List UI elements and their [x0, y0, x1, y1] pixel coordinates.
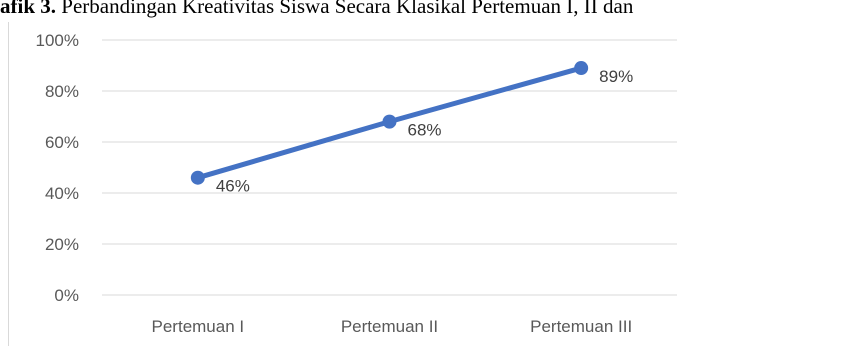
y-axis-ticks: 0% 20% 40% 60% 80% 100%	[36, 31, 79, 305]
x-category-label: Pertemuan III	[530, 317, 632, 336]
y-tick-label: 20%	[45, 235, 79, 254]
x-category-label: Pertemuan II	[341, 317, 438, 336]
chart-area: 0% 20% 40% 60% 80% 100% Pertemuan I Pertemuan …	[8, 22, 861, 346]
figure-caption-text: Perbandingan Kreativitas Siswa Secara Kl…	[56, 0, 634, 18]
y-tick-label: 0%	[54, 286, 79, 305]
data-label: 89%	[599, 67, 633, 86]
figure-caption-label: afik 3.	[0, 0, 57, 18]
y-tick-label: 100%	[36, 31, 79, 50]
data-labels: 46% 68% 89%	[216, 67, 633, 196]
gridlines	[102, 39, 677, 296]
line-chart: 0%20%40%60%80%100% Pertemuan I Pertemuan …	[36, 31, 677, 336]
data-point	[574, 61, 589, 76]
y-tick-label: 80%	[45, 82, 79, 101]
figure-caption: afik 3. Perbandingan Kreativitas Siswa S…	[0, 0, 633, 18]
data-point	[382, 114, 397, 129]
series	[190, 61, 589, 185]
data-label: 46%	[216, 177, 250, 196]
data-label: 68%	[408, 121, 442, 140]
x-axis-categories: Pertemuan I Pertemuan II Pertemuan III	[152, 317, 633, 336]
y-tick-label: 60%	[45, 133, 79, 152]
y-tick-label: 40%	[45, 184, 79, 203]
data-point	[190, 170, 205, 185]
x-category-label: Pertemuan I	[152, 317, 245, 336]
